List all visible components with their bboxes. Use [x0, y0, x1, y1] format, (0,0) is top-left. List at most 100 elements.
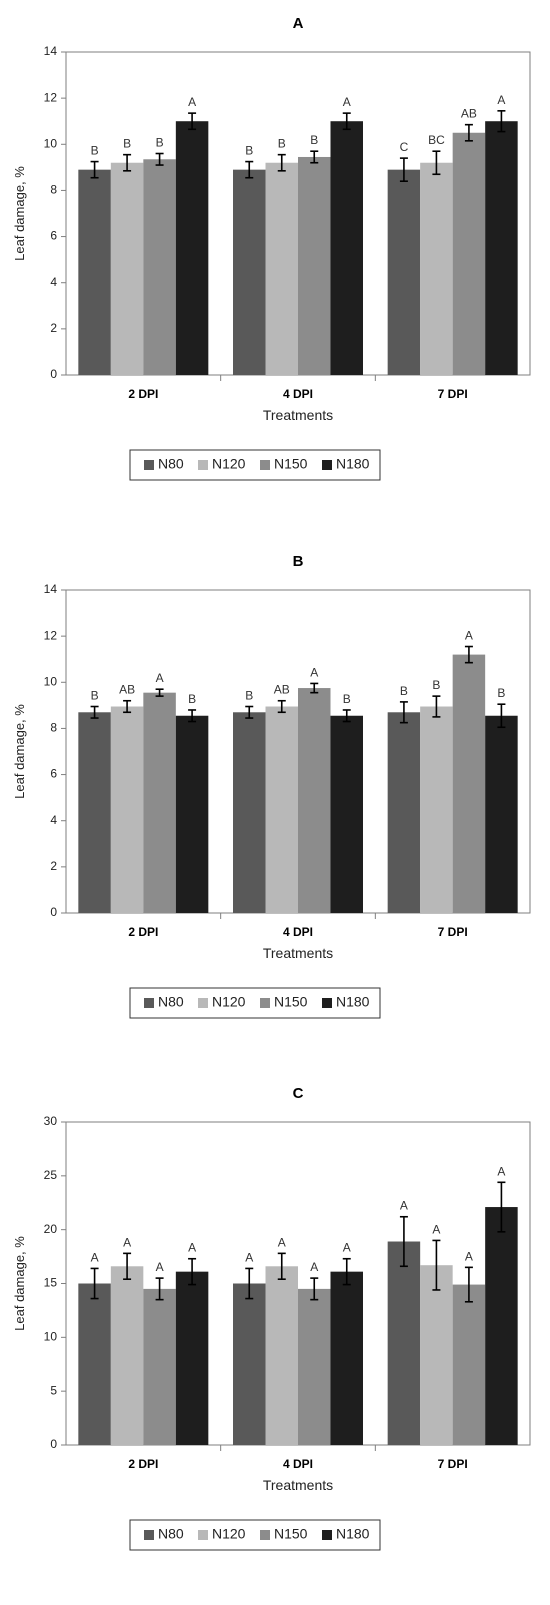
x-tick-label: 7 DPI	[438, 387, 468, 401]
error-bar	[342, 1257, 351, 1286]
bar-n150-2dpi	[143, 692, 176, 913]
bar-n120-2dpi	[110, 1266, 144, 1445]
bar-n150-2dpi	[143, 159, 176, 375]
legend-swatch	[260, 1530, 270, 1540]
error-bar	[464, 645, 473, 664]
significance-label: A	[278, 1235, 286, 1249]
error-bar	[188, 1257, 197, 1286]
error-bar	[277, 153, 286, 172]
bar-n180-2dpi	[175, 1271, 209, 1445]
legend-label: N120	[212, 456, 246, 472]
x-tick-label: 2 DPI	[128, 1457, 158, 1471]
legend-swatch	[322, 1530, 332, 1540]
legend-swatch	[260, 998, 270, 1008]
bar-n150-2dpi	[143, 1288, 176, 1445]
bar-n120-7dpi	[420, 162, 453, 375]
significance-label: A	[465, 1249, 473, 1263]
error-bar	[245, 705, 254, 719]
bar-n120-7dpi	[420, 1265, 453, 1445]
error-bar	[432, 1239, 441, 1291]
legend-label: N150	[274, 456, 308, 472]
error-bar	[277, 1252, 286, 1280]
error-bar	[399, 1215, 408, 1268]
x-axis-label: Treatments	[263, 407, 333, 423]
legend-swatch	[198, 998, 208, 1008]
error-bar	[497, 703, 506, 729]
legend-swatch	[144, 998, 154, 1008]
bar-n180-2dpi	[175, 715, 209, 913]
significance-label: AB	[119, 683, 135, 697]
legend-swatch	[260, 460, 270, 470]
bar-n150-4dpi	[298, 1288, 331, 1445]
error-bar	[277, 699, 286, 714]
y-tick-label: 12	[44, 628, 58, 642]
x-tick-label: 7 DPI	[438, 925, 468, 939]
bar-n80-2dpi	[78, 169, 111, 375]
legend-label: N80	[158, 1526, 184, 1542]
legend-box	[129, 1519, 381, 1551]
significance-label: B	[245, 689, 253, 703]
y-tick-label: 0	[50, 1437, 57, 1451]
y-tick-label: 0	[50, 905, 57, 919]
y-tick-label: 12	[44, 90, 58, 104]
significance-label: B	[400, 684, 408, 698]
error-bar	[245, 160, 254, 179]
bar-n80-7dpi	[387, 712, 421, 913]
bar-n80-4dpi	[233, 169, 266, 375]
error-bar	[497, 110, 506, 133]
significance-label: A	[156, 1260, 164, 1274]
x-tick-label: 7 DPI	[438, 1457, 468, 1471]
significance-label: B	[91, 144, 99, 158]
significance-label: B	[188, 692, 196, 706]
significance-label: A	[245, 1250, 253, 1264]
x-tick-label: 4 DPI	[283, 387, 313, 401]
x-tick-label: 2 DPI	[128, 925, 158, 939]
legend-label: N180	[336, 994, 370, 1010]
bar-n180-4dpi	[330, 715, 363, 913]
error-bar	[188, 709, 197, 723]
significance-label: C	[400, 140, 409, 154]
significance-label: AB	[274, 683, 290, 697]
y-tick-label: 25	[44, 1168, 58, 1182]
x-axis-label: Treatments	[263, 1477, 333, 1493]
legend: N80 N120 N150 N180	[129, 449, 381, 481]
error-bar	[432, 150, 441, 176]
legend-label: N150	[274, 994, 308, 1010]
significance-label: A	[123, 1235, 131, 1249]
x-axis-label: Treatments	[263, 945, 333, 961]
chart-title: A	[293, 15, 304, 32]
error-bar	[310, 150, 319, 164]
y-tick-label: 8	[50, 721, 57, 735]
legend-swatch	[198, 1530, 208, 1540]
bar-n120-4dpi	[265, 162, 298, 375]
bar-n180-7dpi	[485, 1207, 518, 1445]
y-tick-label: 10	[44, 1330, 58, 1344]
error-bar	[90, 160, 99, 179]
y-tick-label: 20	[44, 1222, 58, 1236]
error-bar	[497, 1181, 506, 1233]
error-bar	[188, 112, 197, 131]
error-bar	[90, 1267, 99, 1300]
significance-label: B	[432, 678, 440, 692]
legend-label: N180	[336, 1526, 370, 1542]
error-bar	[310, 682, 319, 694]
bar-n150-7dpi	[452, 1284, 486, 1445]
error-bar	[90, 705, 99, 719]
significance-label: B	[497, 686, 505, 700]
legend: N80 N120 N150 N180	[129, 1519, 381, 1551]
error-bar	[155, 152, 164, 166]
significance-label: B	[278, 137, 286, 151]
legend-label: N80	[158, 456, 184, 472]
chart-title: C	[293, 1085, 304, 1102]
significance-label: A	[156, 671, 164, 685]
bar-n80-4dpi	[233, 712, 266, 913]
bar-n150-4dpi	[298, 156, 331, 375]
y-tick-label: 14	[44, 44, 58, 58]
significance-label: A	[432, 1222, 440, 1236]
significance-label: A	[343, 95, 351, 109]
y-tick-label: 4	[50, 275, 57, 289]
error-bar	[123, 1252, 132, 1280]
error-bar	[432, 695, 441, 718]
error-bar	[123, 153, 132, 172]
y-axis-label: Leaf damage, %	[12, 166, 27, 261]
